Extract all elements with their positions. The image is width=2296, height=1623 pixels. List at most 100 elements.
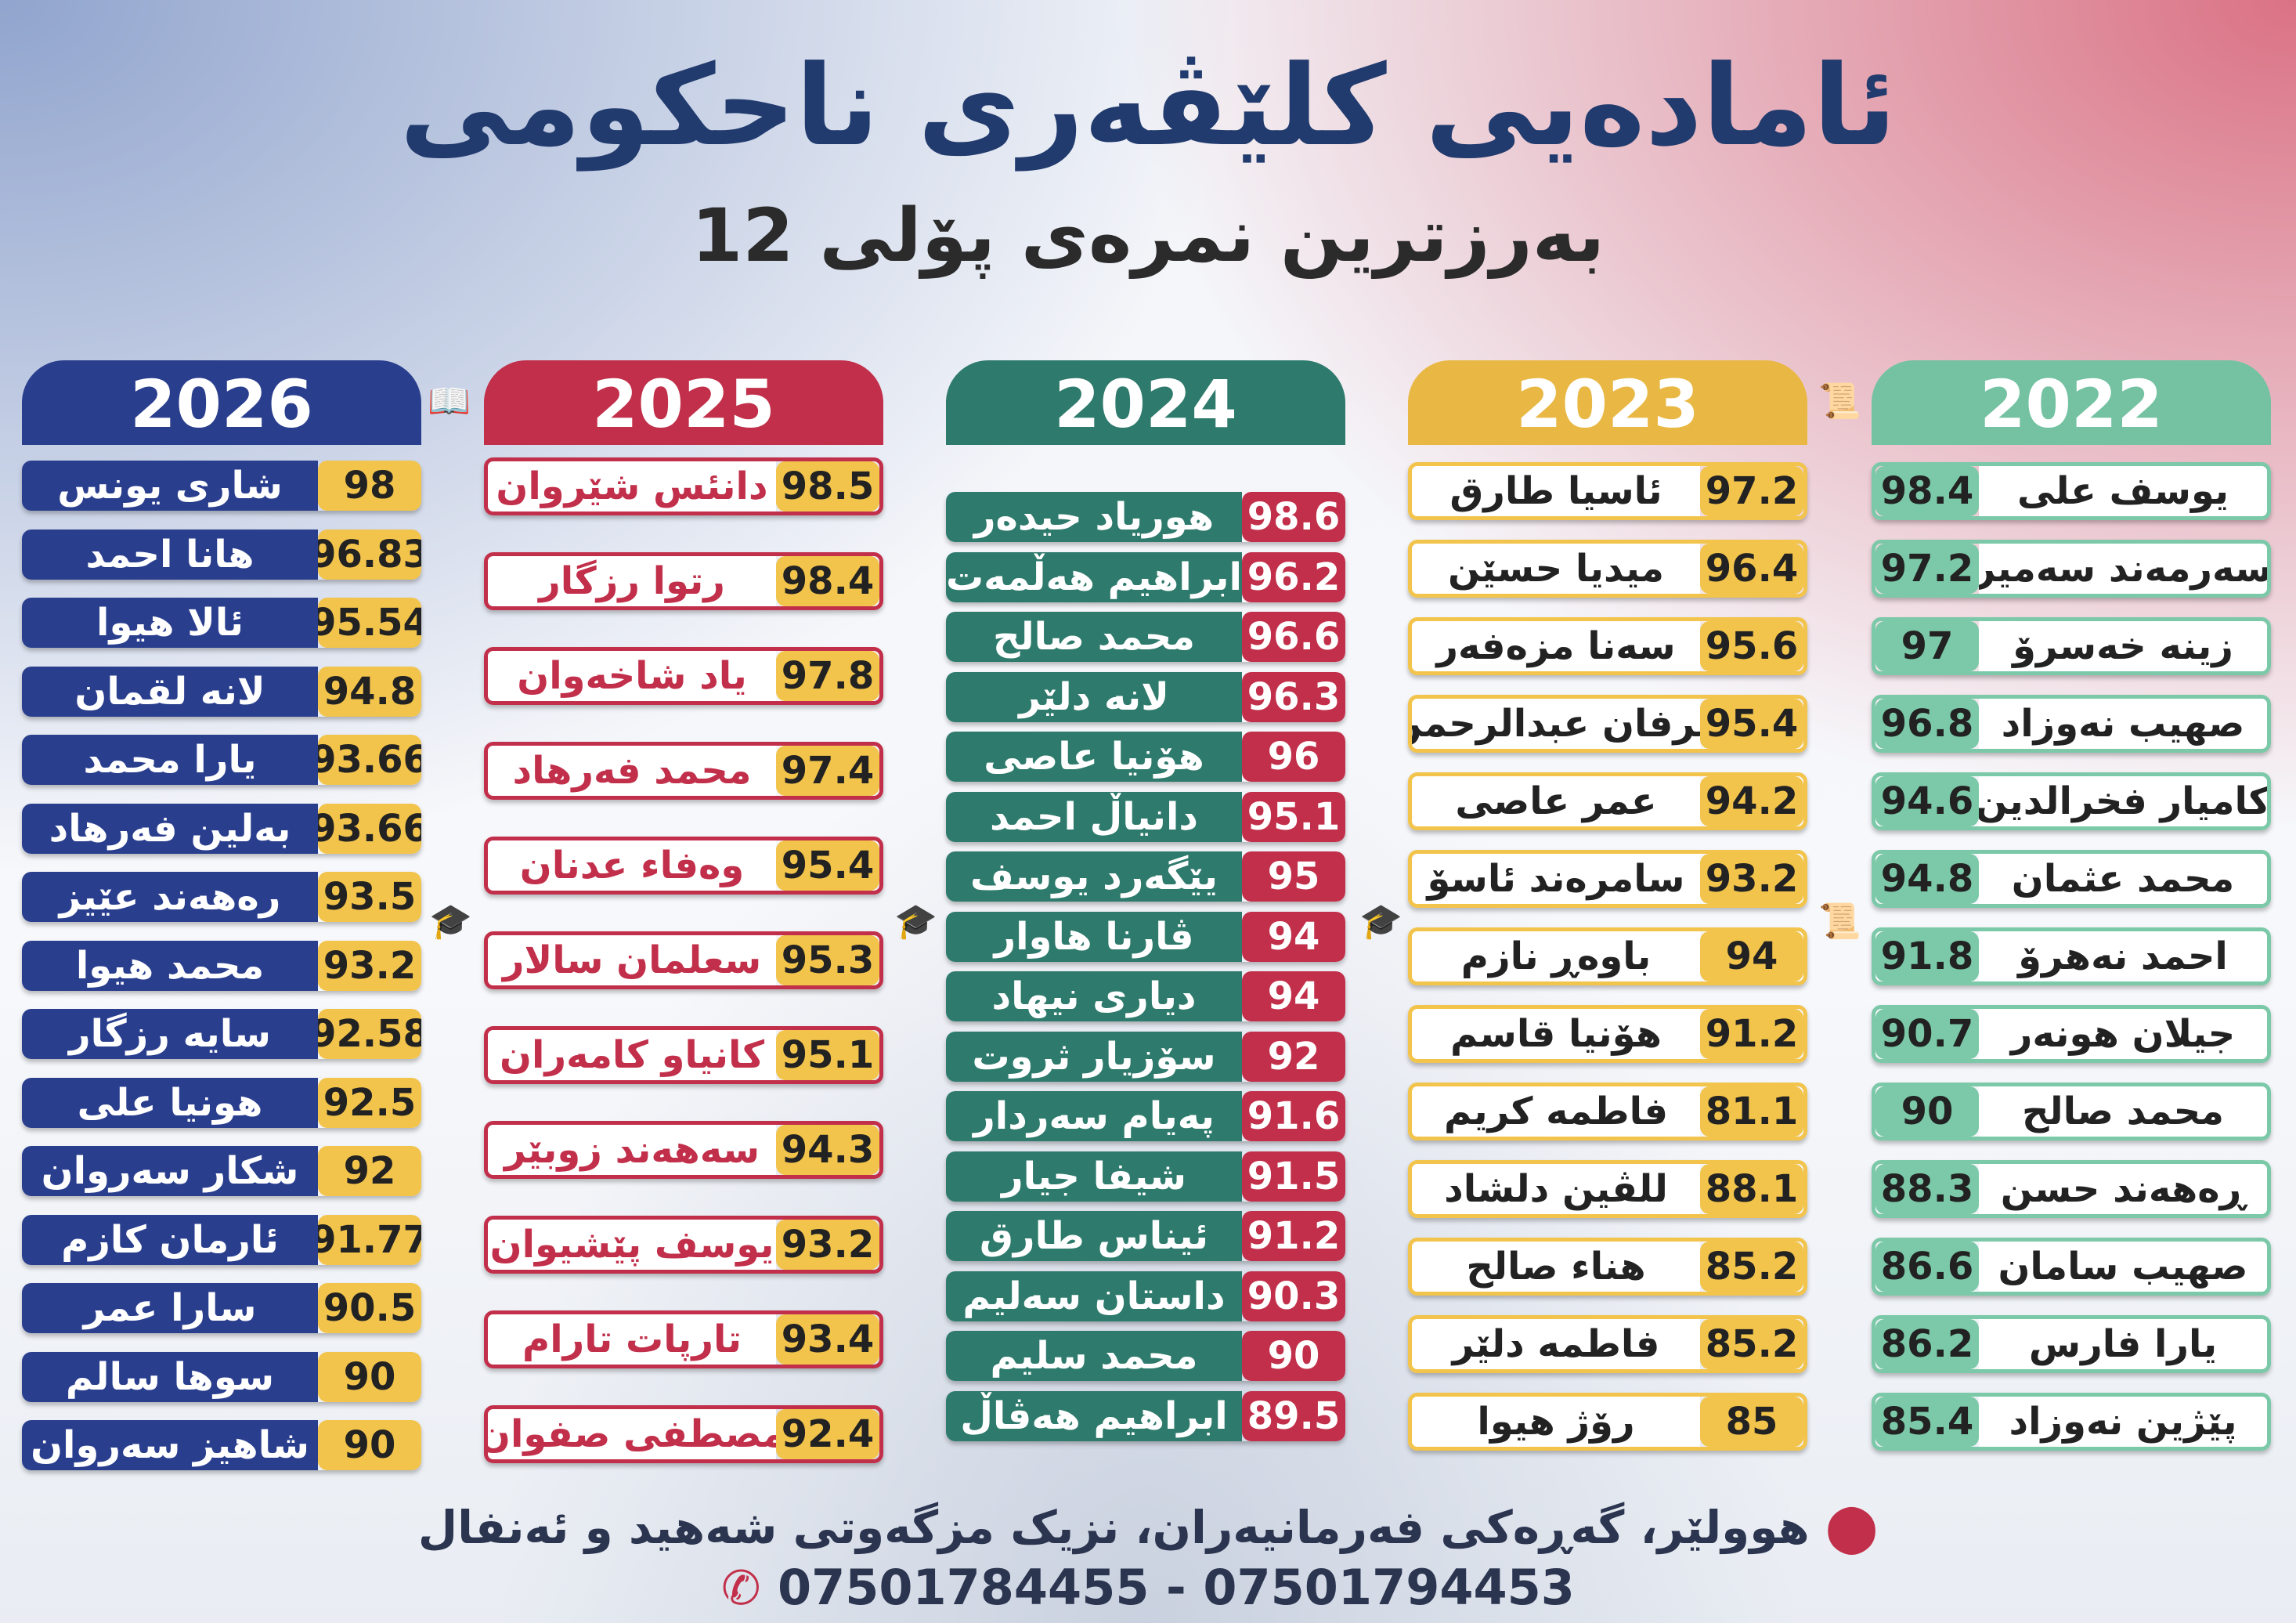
student-name: دانئس شێروان (488, 461, 776, 511)
score-badge: 93.2 (1700, 854, 1803, 904)
student-row: یوسف علی 98.4 (1872, 462, 2271, 520)
student-row: 94 ڤارنا هاوار (946, 911, 1345, 962)
student-row: سەرمەند سەمیر 97.2 (1872, 540, 2271, 598)
student-row: 90 سوها سالم (22, 1351, 421, 1402)
score-badge: 98.5 (776, 461, 879, 511)
student-name: سایە رزگار (22, 1009, 318, 1059)
student-row: 90.5 سارا عمر (22, 1283, 421, 1333)
student-row: 97.2 ئاسیا طارق (1408, 462, 1807, 520)
score-badge: 96.8 (1875, 699, 1979, 749)
score-badge: 93.66 (310, 735, 421, 785)
student-name: کانیاو کامەران (488, 1030, 776, 1080)
student-name: دانیاڵ احمد (946, 791, 1242, 842)
score-badge: 85 (1700, 1397, 1803, 1447)
score-badge: 98 (318, 461, 421, 511)
student-name: رتوا رزگار (488, 556, 776, 606)
score-badge: 86.6 (1875, 1242, 1979, 1292)
score-badge: 95.54 (310, 598, 421, 648)
score-badge: 94 (1242, 911, 1345, 962)
student-name: جیلان هونەر (1979, 1009, 2267, 1059)
score-badge: 92.5 (318, 1077, 421, 1128)
score-badge: 97.2 (1875, 544, 1979, 594)
student-name: یارا فارس (1979, 1319, 2267, 1369)
score-badge: 89.5 (1242, 1390, 1345, 1441)
student-row: 96 هۆنیا عاصی (946, 732, 1345, 782)
student-name: ئارمان کازم (22, 1214, 318, 1265)
student-name: داستان سەلیم (946, 1271, 1242, 1321)
score-badge: 90.3 (1242, 1271, 1345, 1321)
location-pin-icon: ⬤ (1825, 1500, 1879, 1555)
score-badge: 94.8 (1875, 854, 1979, 904)
student-row: صهیب نەوزاد 96.8 (1872, 695, 2271, 753)
student-row: 93.5 رەهەند عێیز (22, 872, 421, 922)
score-badge: 92 (318, 1146, 421, 1196)
student-row: 94.2 عمر عاصی (1408, 772, 1807, 830)
page-subtitle: بەرزترین نمرەی پۆلی 12 (691, 193, 1605, 279)
student-row: 92.4 مصطفی صفوان (484, 1405, 883, 1463)
student-name: یوسف پێشیوان (488, 1220, 776, 1270)
score-badge: 94 (1700, 931, 1803, 981)
score-badge: 90 (318, 1420, 421, 1470)
student-row: 96.2 ابراهیم هەڵمەت (946, 551, 1345, 602)
score-badge: 96.3 (1242, 671, 1345, 722)
certificate-icon: 📜 (1818, 381, 1861, 421)
student-name: ڕەهەند حسن (1979, 1164, 2267, 1214)
student-row: زینە خەسرۆ 97 (1872, 617, 2271, 675)
score-badge: 97.4 (776, 746, 879, 796)
book-icon: 📖 (428, 381, 471, 421)
student-name: ئیناس طارق (946, 1211, 1242, 1261)
student-name: سوها سالم (22, 1351, 318, 1402)
student-name: سەهەند زوبێر (488, 1125, 776, 1175)
student-name: شکار سەروان (22, 1146, 318, 1196)
score-badge: 93.66 (310, 803, 421, 854)
student-row: 94 باوەڕ نازم (1408, 927, 1807, 985)
score-badge: 91.8 (1875, 931, 1979, 981)
score-badge: 85.4 (1875, 1397, 1979, 1447)
student-row: 93.66 بەلین فەرهاد (22, 803, 421, 854)
student-row: 90 شاهیز سەروان (22, 1420, 421, 1470)
score-badge: 98.4 (1875, 466, 1979, 516)
phone-numbers[interactable]: 07501784455 - 07501794453 (777, 1559, 1575, 1616)
student-row: 92.58 سایە رزگار (22, 1009, 421, 1059)
student-row: 93.4 تارپات تارام (484, 1310, 883, 1368)
student-row: 94.8 لانە لقمان (22, 666, 421, 717)
score-badge: 96.2 (1242, 551, 1345, 602)
student-row: 95.4 وەفاء عدنان (484, 837, 883, 895)
year-column-2024: 2024 98.6 هوریاد حیدەر 96.2 ابراهیم هەڵمەت 9… (946, 360, 1345, 1441)
student-name: محمد هیوا (22, 940, 318, 991)
student-name: لانە دلێر (946, 671, 1242, 722)
address-text: هوولێر، گەڕەکی فەرمانیەران، نزیک مزگەوتی… (417, 1501, 1810, 1554)
student-row: 98.6 هوریاد حیدەر (946, 492, 1345, 542)
score-badge: 90.5 (318, 1283, 421, 1333)
student-name: محمد عثمان (1979, 854, 2267, 904)
student-row: 85 رۆژ هیوا (1408, 1393, 1807, 1451)
year-column-2025: 2025 98.5 دانئس شێروان 98.4 رتوا رزگار 97.8 ی… (484, 360, 883, 1463)
student-name: محمد فەرهاد (488, 746, 776, 796)
student-name: ئاسیا طارق (1412, 466, 1700, 516)
score-badge: 93.5 (318, 872, 421, 922)
score-badge: 94.2 (1700, 776, 1803, 826)
student-row: پێژین نەوزاد 85.4 (1872, 1393, 2271, 1451)
certificate-icon: 📜 (1818, 902, 1861, 942)
student-name: سارا عمر (22, 1283, 318, 1333)
student-name: سەرمەند سەمیر (1979, 544, 2267, 594)
score-badge: 90.7 (1875, 1009, 1979, 1059)
score-badge: 95.4 (1700, 699, 1803, 749)
score-badge: 94.8 (318, 666, 421, 717)
student-row: 90 محمد سلیم (946, 1331, 1345, 1381)
student-row: 94.3 سەهەند زوبێر (484, 1121, 883, 1179)
student-name: یارا محمد (22, 735, 318, 785)
phone-icon: ✆ (721, 1561, 761, 1616)
student-row: جیلان هونەر 90.7 (1872, 1005, 2271, 1063)
student-name: بەلین فەرهاد (22, 803, 318, 854)
graduation-cap-icon: 🎓 (894, 902, 937, 942)
student-row: 92.5 هونیا علی (22, 1077, 421, 1128)
score-badge: 91.2 (1242, 1211, 1345, 1261)
student-row: 93.2 محمد هیوا (22, 940, 421, 991)
score-badge: 88.3 (1875, 1164, 1979, 1214)
student-name: تارپات تارام (488, 1314, 776, 1365)
student-name: محمد صالح (1979, 1086, 2267, 1137)
page-title: ئامادەیی کلێڤەری ناحکومی (399, 42, 1897, 171)
student-name: فاطمە کریم (1412, 1086, 1700, 1137)
score-badge: 98.6 (1242, 492, 1345, 542)
